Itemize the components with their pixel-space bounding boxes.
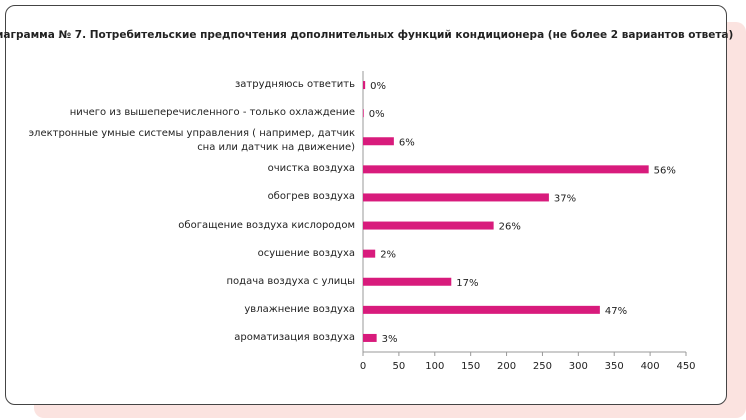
y-tick-label: затрудняюсь ответить [234, 79, 355, 91]
value-label: 3% [382, 334, 398, 345]
bar [363, 81, 366, 90]
value-label: 6% [399, 137, 415, 148]
x-tick-label: 150 [461, 361, 480, 372]
bar [363, 221, 494, 230]
y-tick-label: ничего из вышеперечисленного - только ох… [69, 107, 355, 119]
x-tick-label: 350 [605, 361, 624, 372]
value-label: 26% [499, 222, 521, 233]
bar [363, 137, 394, 146]
chart-title: Диаграмма № 7. Потребительские предпочте… [0, 29, 733, 41]
value-label: 47% [605, 306, 627, 317]
y-tick-label: очистка воздуха [267, 163, 355, 175]
value-label: 17% [456, 278, 478, 289]
bar [363, 305, 600, 314]
y-tick-label: осушение воздуха [257, 247, 355, 259]
y-tick-label: электронные умные системы управления ( н… [28, 128, 355, 154]
value-label: 0% [369, 109, 385, 120]
value-label: 56% [654, 165, 676, 176]
y-tick-label: ароматизация воздуха [234, 331, 355, 343]
bar [363, 165, 649, 174]
x-tick-label: 0 [360, 361, 366, 372]
value-label: 0% [370, 81, 386, 92]
x-tick-label: 50 [393, 361, 406, 372]
x-tick-label: 400 [641, 361, 660, 372]
bar [363, 109, 364, 118]
bar [363, 333, 377, 342]
bar [363, 249, 376, 258]
x-tick-label: 100 [425, 361, 444, 372]
y-tick-label: обогащение воздуха кислородом [178, 219, 355, 231]
x-tick-label: 250 [533, 361, 552, 372]
value-label: 37% [554, 193, 576, 204]
x-tick-label: 300 [569, 361, 588, 372]
y-tick-label: обогрев воздуха [267, 191, 355, 203]
y-tick-label: подача воздуха с улицы [226, 275, 356, 287]
x-tick-label: 200 [497, 361, 516, 372]
y-tick-label: увлажнение воздуха [244, 303, 355, 315]
value-label: 2% [380, 250, 396, 261]
x-tick-label: 450 [676, 361, 695, 372]
bar [363, 277, 452, 286]
bar [363, 193, 549, 202]
